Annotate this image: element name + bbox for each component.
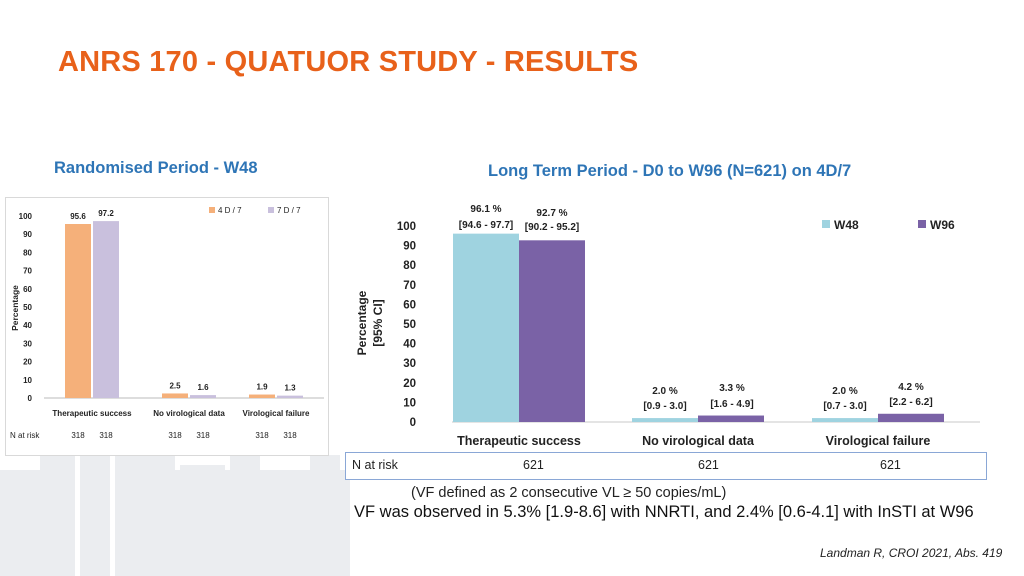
bar bbox=[812, 418, 878, 422]
ci-label: [90.2 - 95.2] bbox=[525, 222, 579, 233]
ci-label: [1.6 - 4.9] bbox=[710, 399, 753, 410]
y-tick-label: 70 bbox=[403, 280, 416, 292]
y-tick-label: 80 bbox=[23, 248, 32, 257]
at-risk-value: 621 bbox=[523, 458, 544, 472]
ci-label: [2.2 - 6.2] bbox=[889, 397, 932, 408]
data-label: 96.1 % bbox=[470, 204, 501, 215]
legend-swatch bbox=[268, 207, 274, 213]
right-bar-chart: 0 10 20 30 40 50 60 70 80 90 100 Percentage [95% CI]… bbox=[355, 204, 980, 448]
y-tick-label: 20 bbox=[403, 378, 416, 390]
at-risk-value: 621 bbox=[698, 458, 719, 472]
data-label: 2.0 % bbox=[652, 386, 678, 397]
right-chart-subtitle: Long Term Period - D0 to W96 (N=621) on … bbox=[488, 162, 852, 180]
bar bbox=[878, 413, 944, 422]
y-tick-label: 0 bbox=[28, 394, 33, 403]
bar bbox=[277, 395, 303, 398]
y-tick-label: 70 bbox=[23, 267, 32, 276]
y-tick-label: 50 bbox=[23, 303, 32, 312]
data-label: 3.3 % bbox=[719, 383, 745, 394]
at-risk-value: 318 bbox=[99, 431, 113, 440]
bar bbox=[65, 224, 91, 398]
at-risk-value: 318 bbox=[255, 431, 269, 440]
y-tick-label: 20 bbox=[23, 358, 32, 367]
y-axis-title: Percentage bbox=[10, 285, 20, 331]
data-label: 4.2 % bbox=[898, 382, 924, 393]
data-label: 1.6 bbox=[197, 383, 209, 392]
ci-label: [0.7 - 3.0] bbox=[823, 401, 866, 412]
bar bbox=[632, 418, 698, 422]
legend-swatch bbox=[918, 220, 926, 228]
y-tick-label: 0 bbox=[410, 417, 416, 429]
legend-label: 4 D / 7 bbox=[218, 206, 242, 215]
y-tick-label: 40 bbox=[23, 321, 32, 330]
left-bar-chart: 0 10 20 30 40 50 60 70 80 90 100 Percentage 95.6 318 9… bbox=[10, 206, 324, 440]
y-tick-label: 60 bbox=[23, 285, 32, 294]
y-axis-subtitle: [95% CI] bbox=[371, 299, 385, 346]
y-tick-label: 80 bbox=[403, 260, 416, 272]
x-tick-label: Therapeutic success bbox=[457, 434, 581, 448]
y-tick-label: 10 bbox=[23, 376, 32, 385]
ci-label: [0.9 - 3.0] bbox=[643, 401, 686, 412]
left-chart-subtitle: Randomised Period - W48 bbox=[54, 159, 258, 177]
y-tick-label: 100 bbox=[19, 212, 33, 221]
at-risk-value: 318 bbox=[196, 431, 210, 440]
y-tick-label: 90 bbox=[23, 230, 32, 239]
legend-label: W48 bbox=[834, 218, 859, 232]
ci-label: [94.6 - 97.7] bbox=[459, 220, 513, 231]
bar bbox=[453, 233, 519, 422]
bar bbox=[190, 395, 216, 398]
data-label: 97.2 bbox=[98, 209, 114, 218]
x-tick-label: Virological failure bbox=[826, 434, 931, 448]
legend-label: 7 D / 7 bbox=[277, 206, 301, 215]
page-title: ANRS 170 - QUATUOR STUDY - RESULTS bbox=[58, 46, 639, 78]
at-risk-value: 621 bbox=[880, 458, 901, 472]
y-tick-label: 30 bbox=[23, 339, 32, 348]
at-risk-table: N at risk 621 621 621 bbox=[345, 452, 987, 480]
bar bbox=[519, 240, 585, 422]
legend-swatch bbox=[209, 207, 215, 213]
y-tick-label: 100 bbox=[397, 221, 416, 233]
at-risk-value: 318 bbox=[168, 431, 182, 440]
bar bbox=[162, 393, 188, 398]
data-label: 95.6 bbox=[70, 212, 86, 221]
y-tick-label: 60 bbox=[403, 299, 416, 311]
right-chart-panel: 0 10 20 30 40 50 60 70 80 90 100 Percentage [95% CI]… bbox=[340, 198, 1000, 454]
at-risk-value: 318 bbox=[71, 431, 85, 440]
y-tick-label: 90 bbox=[403, 241, 416, 253]
data-label: 1.3 bbox=[284, 384, 296, 393]
vf-observed-note: VF was observed in 5.3% [1.9-8.6] with N… bbox=[354, 503, 974, 521]
vf-definition-note: (VF defined as 2 consecutive VL ≥ 50 cop… bbox=[411, 485, 727, 501]
legend-swatch bbox=[822, 220, 830, 228]
y-tick-label: 30 bbox=[403, 358, 416, 370]
data-label: 1.9 bbox=[256, 383, 268, 392]
x-tick-label: Virological failure bbox=[243, 409, 311, 418]
at-risk-label: N at risk bbox=[352, 458, 398, 472]
bar bbox=[249, 394, 275, 398]
bar bbox=[93, 221, 119, 398]
x-tick-label: No virological data bbox=[642, 434, 755, 448]
x-tick-label: Therapeutic success bbox=[52, 409, 132, 418]
x-tick-label: No virological data bbox=[153, 409, 225, 418]
y-tick-label: 40 bbox=[403, 339, 416, 351]
legend-label: W96 bbox=[930, 218, 955, 232]
y-tick-label: 50 bbox=[403, 319, 416, 331]
y-tick-label: 10 bbox=[403, 397, 416, 409]
data-label: 2.5 bbox=[169, 381, 181, 390]
data-label: 92.7 % bbox=[536, 208, 567, 219]
left-chart-panel: 0 10 20 30 40 50 60 70 80 90 100 Percentage 95.6 318 9… bbox=[5, 197, 329, 456]
y-axis-title: Percentage bbox=[355, 290, 369, 355]
citation: Landman R, CROI 2021, Abs. 419 bbox=[820, 546, 1003, 560]
at-risk-label: N at risk bbox=[10, 431, 40, 440]
at-risk-value: 318 bbox=[283, 431, 297, 440]
data-label: 2.0 % bbox=[832, 386, 858, 397]
bar bbox=[698, 415, 764, 422]
